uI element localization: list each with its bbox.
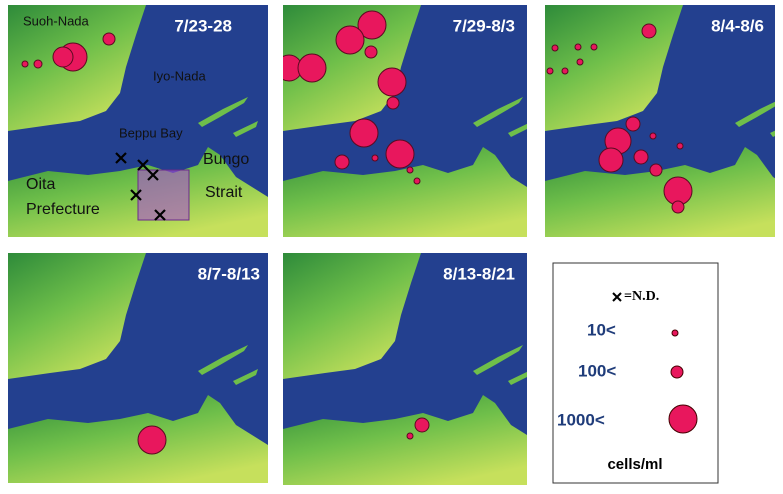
cell-bubble — [350, 119, 378, 147]
cell-bubble — [575, 44, 581, 50]
map-background — [283, 253, 543, 485]
map-panel: Suoh-Nada Iyo-Nada Beppu Bay Oita Prefecture… — [8, 5, 268, 237]
cell-bubble — [634, 150, 648, 164]
panel-date: 8/7-8/13 — [198, 264, 260, 283]
legend-bubble — [669, 405, 697, 433]
legend-nd: =N.D. — [624, 289, 659, 304]
cell-bubble — [407, 433, 413, 439]
panel-date: 7/23-28 — [174, 16, 232, 35]
cell-bubble — [298, 54, 326, 82]
cell-bubble — [562, 68, 568, 74]
legend-unit: cells/ml — [607, 456, 662, 473]
legend-level: 100< — [578, 361, 616, 380]
cell-bubble — [335, 155, 349, 169]
cell-bubble — [138, 426, 166, 454]
cell-bubble — [34, 60, 42, 68]
cell-bubble — [650, 133, 656, 139]
cell-bubble — [22, 61, 28, 67]
legend-level: 10< — [587, 320, 616, 339]
place-label: Bungo — [203, 151, 249, 168]
figure: Suoh-Nada Iyo-Nada Beppu Bay Oita Prefecture… — [0, 0, 783, 494]
map-panel: 7/29-8/3 — [276, 5, 543, 237]
cell-bubble — [552, 45, 558, 51]
cell-bubble — [672, 201, 684, 213]
legend-level: 1000< — [557, 410, 605, 429]
cell-bubble — [365, 46, 377, 58]
place-label: Prefecture — [26, 201, 100, 218]
cell-bubble — [677, 143, 683, 149]
legend-bubble — [672, 330, 678, 336]
place-label: Iyo-Nada — [153, 68, 207, 83]
cell-bubble — [626, 117, 640, 131]
cell-bubble — [53, 47, 73, 67]
cell-bubble — [386, 140, 414, 168]
cell-bubble — [577, 59, 583, 65]
map-panel: 8/13-8/21 — [283, 253, 543, 485]
cell-bubble — [591, 44, 597, 50]
place-label: Beppu Bay — [119, 125, 183, 140]
place-label: Suoh-Nada — [23, 13, 90, 28]
cell-bubble — [378, 68, 406, 96]
map-background — [8, 253, 268, 485]
cell-bubble — [414, 178, 420, 184]
legend-bubble — [671, 366, 683, 378]
place-label: Oita — [26, 176, 55, 193]
cell-bubble — [650, 164, 662, 176]
panel-date: 7/29-8/3 — [453, 16, 515, 35]
place-label: Strait — [205, 184, 243, 201]
cell-bubble — [415, 418, 429, 432]
map-panel: 8/4-8/6 — [545, 5, 783, 237]
cell-bubble — [372, 155, 378, 161]
cell-bubble — [407, 167, 413, 173]
cell-bubble — [547, 68, 553, 74]
cell-bubble — [103, 33, 115, 45]
map-background — [283, 5, 543, 237]
panel-date: 8/13-8/21 — [443, 264, 515, 283]
cell-bubble — [599, 148, 623, 172]
map-background — [545, 5, 783, 237]
cell-bubble — [387, 97, 399, 109]
map-panel: 8/7-8/13 — [8, 253, 268, 485]
cell-bubble — [336, 26, 364, 54]
panel-date: 8/4-8/6 — [711, 16, 764, 35]
cell-bubble — [642, 24, 656, 38]
